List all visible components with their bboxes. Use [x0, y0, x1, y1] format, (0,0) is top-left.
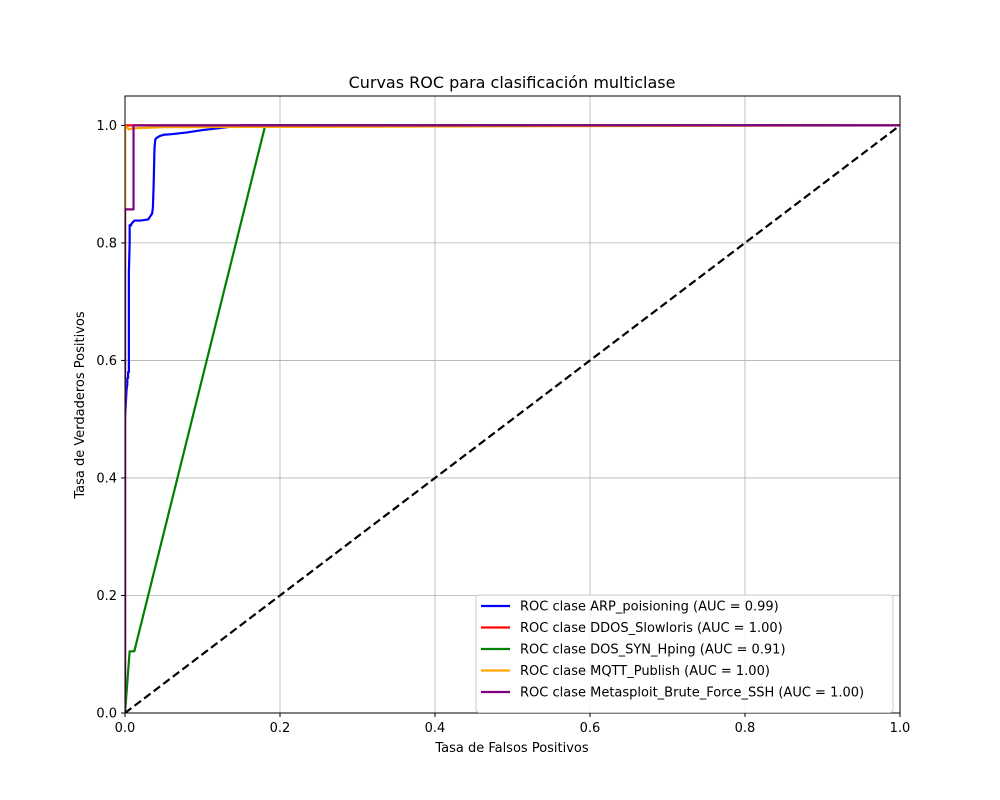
x-tick-label: 0.0 — [115, 721, 136, 736]
axis-ticks: 0.0 0.2 0.4 0.6 0.8 1.0 0.0 0.2 0.4 0.6 0.8 1.0 — [96, 119, 910, 736]
x-tick-label: 1.0 — [890, 721, 911, 736]
legend-label-4: ROC clase Metasploit_Brute_Force_SSH (AU… — [520, 686, 864, 701]
reference-diagonal-line — [125, 124, 900, 713]
x-tick-label: 0.8 — [735, 721, 756, 736]
legend-label-1: ROC clase DDOS_Slowloris (AUC = 1.00) — [520, 621, 783, 636]
x-tick-label: 0.4 — [425, 721, 446, 736]
grid — [124, 96, 901, 714]
roc-series-line-4 — [125, 124, 900, 713]
legend-label-3: ROC clase MQTT_Publish (AUC = 1.00) — [520, 664, 770, 679]
plot-area — [125, 124, 900, 713]
legend-label-2: ROC clase DOS_SYN_Hping (AUC = 0.91) — [520, 643, 786, 658]
legend: ROC clase ARP_poisioning (AUC = 0.99) ROC… — [475, 594, 894, 713]
y-tick-label: 0.8 — [96, 236, 117, 251]
chart-title: Curvas ROC para clasificación multiclase — [349, 73, 676, 92]
legend-label-0: ROC clase ARP_poisioning (AUC = 0.99) — [520, 600, 779, 615]
x-axis-label: Tasa de Falsos Positivos — [434, 741, 589, 756]
y-tick-label: 0.2 — [96, 589, 117, 604]
legend-box — [475, 594, 894, 713]
series-group — [125, 124, 900, 713]
y-tick-label: 0.6 — [96, 354, 117, 369]
y-tick-label: 0.0 — [96, 707, 117, 722]
roc-series-line-0 — [125, 124, 900, 713]
x-tick-label: 0.2 — [270, 721, 291, 736]
roc-series-line-3 — [125, 124, 900, 713]
y-tick-label: 1.0 — [96, 119, 117, 134]
y-tick-label: 0.4 — [96, 471, 117, 486]
y-axis-label: Tasa de Verdaderos Positivos — [73, 311, 88, 499]
x-tick-label: 0.6 — [580, 721, 601, 736]
